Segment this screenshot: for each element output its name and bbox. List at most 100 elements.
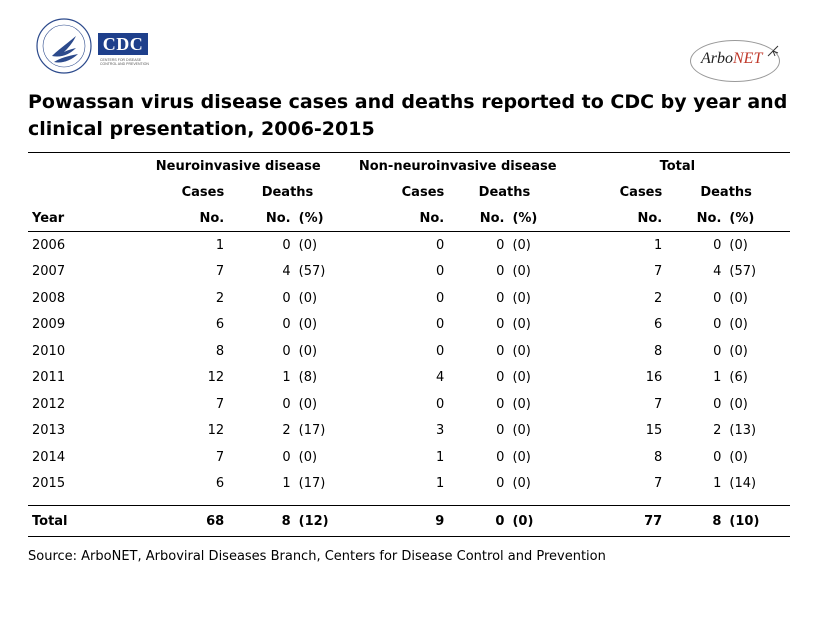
arbonet-logo: ArboNET bbox=[690, 40, 782, 84]
header-cases: Cases bbox=[619, 184, 663, 200]
cell-nonneuro-cases: 0 bbox=[435, 317, 445, 333]
spacer-cell bbox=[28, 497, 790, 506]
header-non-neuroinvasive: Non-neuroinvasive disease bbox=[350, 152, 565, 179]
cell-nonneuro-cases: 0 bbox=[435, 396, 445, 412]
cell-year: 2006 bbox=[32, 237, 66, 253]
source-note: Source: ArboNET, Arboviral Diseases Bran… bbox=[28, 549, 606, 564]
header-deaths: Deaths bbox=[700, 184, 752, 200]
cell-neuro-deaths: 0 bbox=[282, 237, 291, 253]
arbonet-logo-oval bbox=[690, 40, 780, 82]
cdc-logo-tagline: CENTERS FOR DISEASE CONTROL AND PREVENTI… bbox=[100, 58, 149, 66]
cell-total-pct: (0) bbox=[729, 396, 748, 412]
cell-neuro-pct: (57) bbox=[298, 264, 326, 280]
cell-neuro-pct: (8) bbox=[298, 370, 318, 386]
header-pct: (%) bbox=[290, 205, 351, 232]
cell-neuro-cases: 68 bbox=[125, 505, 225, 537]
cell-total-pct: (0) bbox=[729, 317, 748, 333]
cell-nonneuro-deaths: 0 bbox=[496, 290, 505, 306]
table-row: 2013 12 2 (17) 3 0 (0) 15 2 (13) bbox=[28, 418, 790, 445]
cell-nonneuro-pct: (0) bbox=[512, 290, 531, 306]
cell-year: 2014 bbox=[32, 449, 66, 465]
cell-total-pct: (0) bbox=[729, 237, 748, 253]
cell-total-cases: 16 bbox=[645, 370, 663, 386]
header-row-measures: Cases Deaths Cases Deaths Cases Deaths bbox=[28, 179, 790, 205]
table-row: 2007 7 4 (57) 0 0 (0) 7 4 (57) bbox=[28, 259, 790, 286]
cell-total-deaths: 1 bbox=[713, 476, 722, 492]
cell-total-deaths: 0 bbox=[713, 343, 722, 359]
cell-neuro-pct: (0) bbox=[298, 317, 318, 333]
cell-nonneuro-cases: 1 bbox=[435, 476, 445, 492]
cell-neuro-deaths: 4 bbox=[282, 264, 291, 280]
header-cases: Cases bbox=[181, 184, 225, 200]
header-pct: (%) bbox=[721, 205, 790, 232]
cell-neuro-cases: 12 bbox=[207, 370, 225, 386]
cell-nonneuro-pct: (0) bbox=[512, 396, 531, 412]
cell-nonneuro-cases: 9 bbox=[350, 505, 445, 537]
cell-total-cases: 8 bbox=[653, 449, 663, 465]
header-total: Total bbox=[564, 152, 790, 179]
cell-total-pct: (10) bbox=[721, 505, 790, 537]
header-row-units: Year No. No. (%) No. No. (%) No. No. (%) bbox=[28, 205, 790, 232]
cell-nonneuro-deaths: 0 bbox=[496, 370, 505, 386]
table-row: 2011 12 1 (8) 4 0 (0) 16 1 (6) bbox=[28, 365, 790, 392]
cell-nonneuro-pct: (0) bbox=[512, 264, 531, 280]
cell-total-deaths: 8 bbox=[662, 505, 722, 537]
cell-total-cases: 6 bbox=[653, 317, 663, 333]
cell-nonneuro-deaths: 0 bbox=[444, 505, 505, 537]
cell-nonneuro-deaths: 0 bbox=[496, 449, 505, 465]
cell-neuro-cases: 2 bbox=[215, 290, 225, 306]
cell-total-cases: 15 bbox=[645, 423, 663, 439]
cell-total-cases: 7 bbox=[653, 264, 663, 280]
cell-year: 2010 bbox=[32, 343, 66, 359]
cell-total-pct: (0) bbox=[729, 449, 748, 465]
cell-nonneuro-deaths: 0 bbox=[496, 317, 505, 333]
cell-neuro-cases: 7 bbox=[215, 396, 225, 412]
cell-nonneuro-deaths: 0 bbox=[496, 237, 505, 253]
cell-total-deaths: 2 bbox=[713, 423, 722, 439]
cell-nonneuro-cases: 0 bbox=[435, 237, 445, 253]
cell-year: 2007 bbox=[32, 264, 66, 280]
cell-nonneuro-pct: (0) bbox=[512, 317, 531, 333]
cell-neuro-pct: (0) bbox=[298, 396, 318, 412]
cell-nonneuro-pct: (0) bbox=[512, 370, 531, 386]
logo-bar: CDC CENTERS FOR DISEASE CONTROL AND PREV… bbox=[0, 0, 819, 90]
header-no: No. bbox=[564, 205, 663, 232]
header-neuroinvasive: Neuroinvasive disease bbox=[125, 152, 351, 179]
cell-nonneuro-pct: (0) bbox=[512, 343, 531, 359]
hhs-seal-logo bbox=[36, 18, 92, 74]
cell-neuro-cases: 6 bbox=[215, 476, 225, 492]
cell-neuro-cases: 7 bbox=[215, 449, 225, 465]
cell-neuro-pct: (0) bbox=[298, 290, 318, 306]
header-year: Year bbox=[28, 205, 126, 232]
cell-nonneuro-deaths: 0 bbox=[496, 396, 505, 412]
cell-neuro-pct: (0) bbox=[298, 343, 318, 359]
header-deaths: Deaths bbox=[478, 184, 531, 200]
cell-total-pct: (0) bbox=[729, 343, 748, 359]
table-row: 2006 1 0 (0) 0 0 (0) 1 0 (0) bbox=[28, 232, 790, 259]
cell-nonneuro-pct: (0) bbox=[512, 449, 531, 465]
page-title: Powassan virus disease cases and deaths … bbox=[28, 91, 788, 140]
cell-total-cases: 8 bbox=[653, 343, 663, 359]
table-total-row: Total 68 8 (12) 9 0 (0) 77 8 (10) bbox=[28, 505, 790, 537]
cell-nonneuro-deaths: 0 bbox=[496, 476, 505, 492]
cell-neuro-cases: 12 bbox=[207, 423, 225, 439]
cell-nonneuro-cases: 0 bbox=[435, 343, 445, 359]
arbonet-logo-suffix: NET bbox=[733, 50, 763, 67]
header-no: No. bbox=[444, 205, 505, 232]
cell-total-cases: 7 bbox=[653, 476, 663, 492]
cell-year: 2011 bbox=[32, 370, 66, 386]
cell-neuro-deaths: 1 bbox=[282, 370, 291, 386]
cell-neuro-deaths: 0 bbox=[282, 449, 291, 465]
cell-neuro-deaths: 0 bbox=[282, 396, 291, 412]
cell-neuro-pct: (12) bbox=[290, 505, 351, 537]
header-empty bbox=[28, 152, 126, 179]
cell-neuro-pct: (17) bbox=[298, 423, 326, 439]
cell-neuro-deaths: 0 bbox=[282, 317, 291, 333]
cell-neuro-cases: 7 bbox=[215, 264, 225, 280]
cell-total-cases: 77 bbox=[564, 505, 663, 537]
cell-total-cases: 1 bbox=[653, 237, 663, 253]
data-table: Neuroinvasive disease Non-neuroinvasive … bbox=[28, 152, 790, 537]
cell-year: Total bbox=[28, 505, 126, 537]
cell-nonneuro-cases: 0 bbox=[435, 290, 445, 306]
cell-nonneuro-pct: (0) bbox=[504, 505, 565, 537]
